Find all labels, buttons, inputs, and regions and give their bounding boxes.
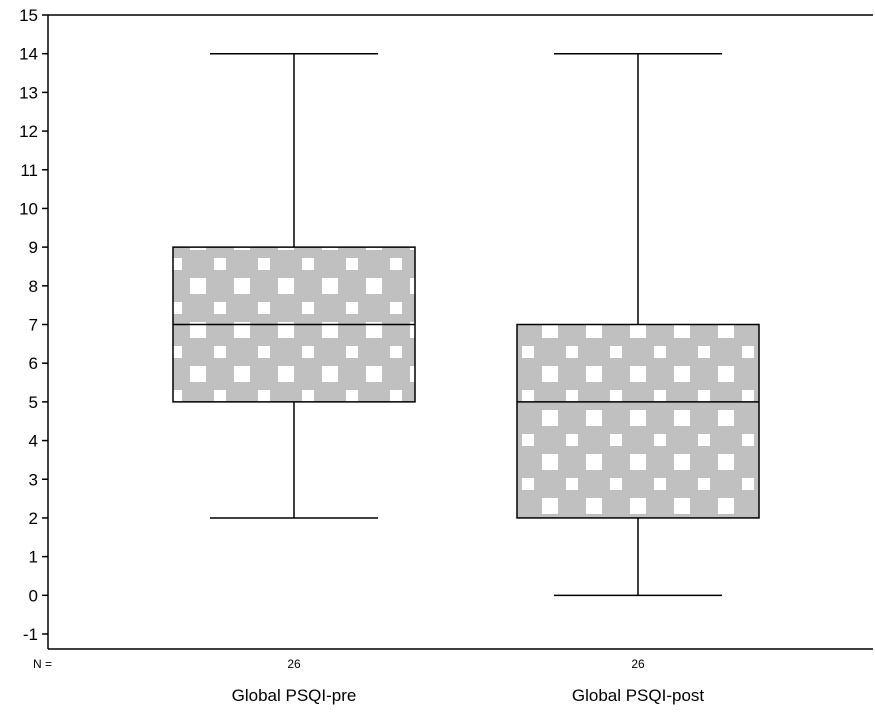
y-tick-label: 11 (20, 161, 38, 180)
y-tick-label: 8 (29, 277, 38, 296)
box-1 (172, 52, 416, 519)
y-tick-label: -1 (23, 625, 38, 644)
y-tick-label: 3 (29, 470, 38, 489)
y-tick-label: 15 (19, 6, 38, 25)
n-prefix-label: N = (33, 657, 52, 671)
category-label: Global PSQI-pre (232, 686, 357, 705)
y-tick-label: 10 (19, 199, 38, 218)
y-tick-label: 0 (29, 586, 38, 605)
iqr-box (516, 323, 760, 519)
y-tick-label: 14 (19, 45, 38, 64)
n-count-label: 26 (287, 657, 301, 671)
category-labels: Global PSQI-pre Global PSQI-post (232, 686, 705, 705)
y-tick-label: 2 (29, 509, 38, 528)
y-tick-label: 12 (19, 122, 38, 141)
y-tick-label: 13 (19, 83, 38, 102)
y-tick-label: 1 (29, 548, 38, 567)
category-label: Global PSQI-post (572, 686, 705, 705)
box-2 (516, 52, 760, 597)
y-tick-label: 4 (29, 432, 38, 451)
y-tick-label: 9 (29, 238, 38, 257)
n-count-label: 26 (631, 657, 645, 671)
y-tick-label: 7 (29, 316, 38, 335)
y-tick-label: 6 (29, 354, 38, 373)
y-tick-label: 5 (29, 393, 38, 412)
box-series (172, 52, 760, 597)
plot-frame (47, 14, 873, 650)
n-count-labels: 26 26 (287, 657, 645, 671)
